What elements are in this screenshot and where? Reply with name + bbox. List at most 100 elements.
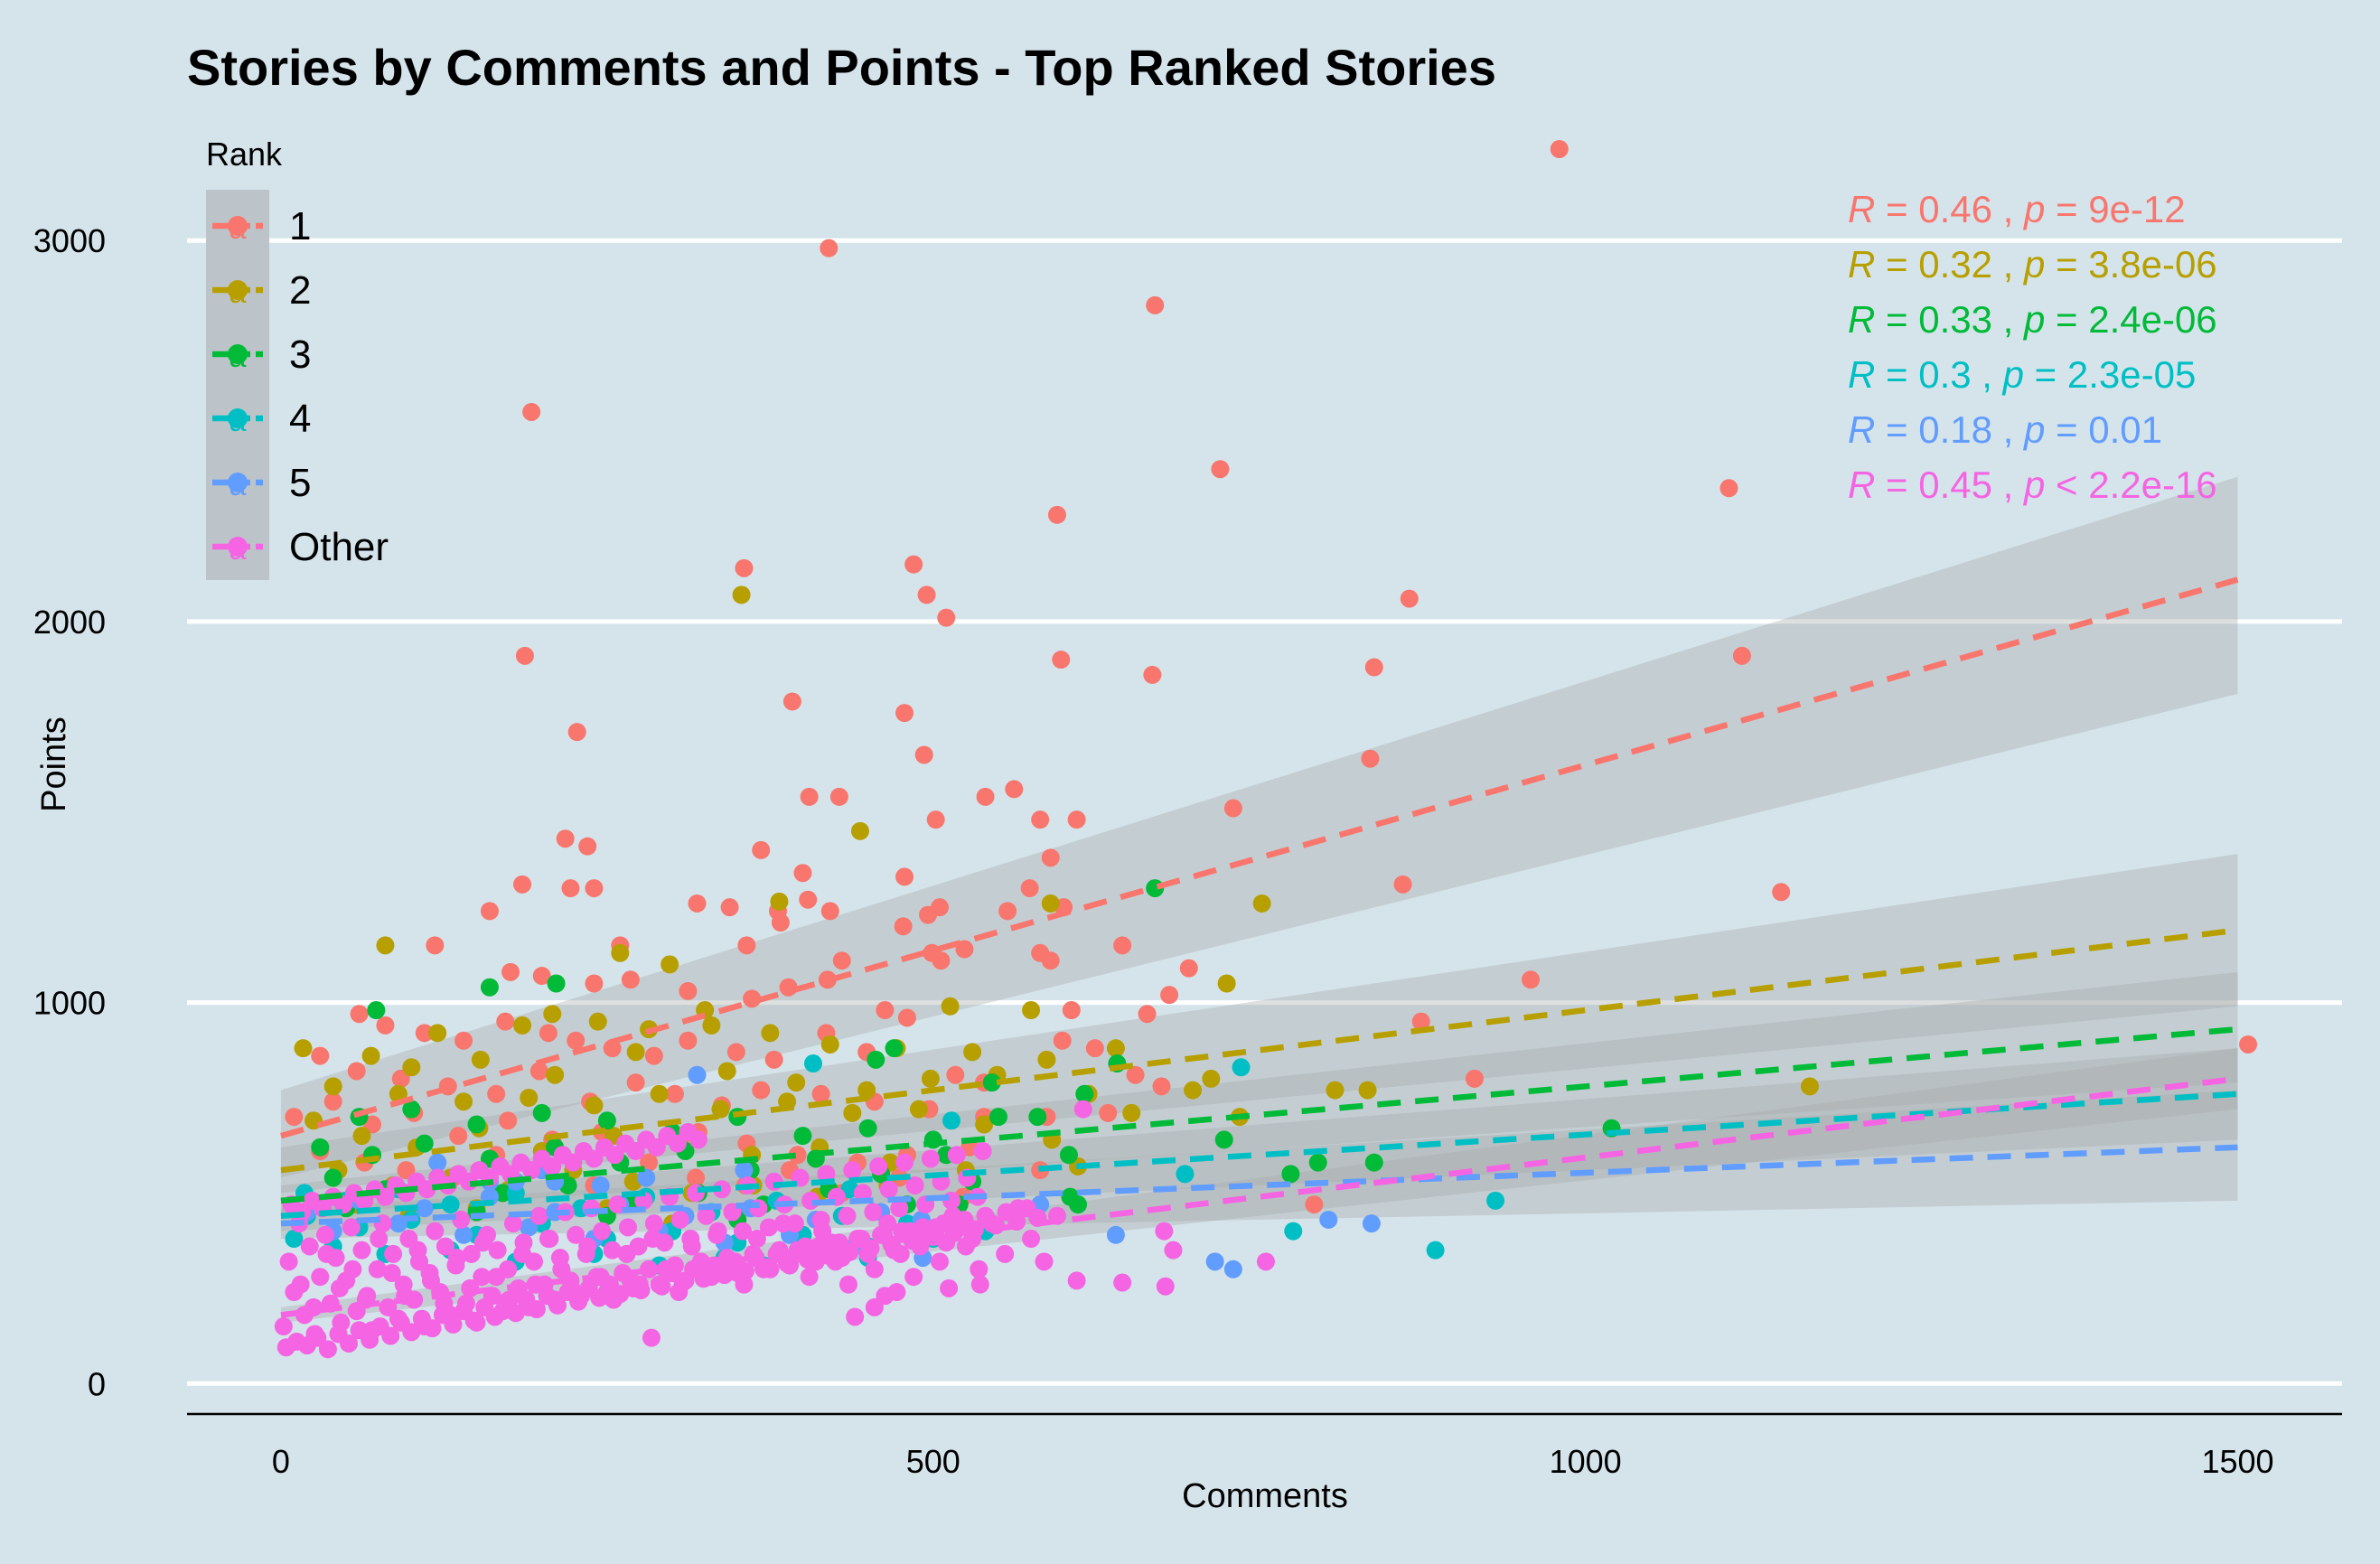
- data-point: [764, 1050, 783, 1069]
- data-point: [1719, 479, 1738, 498]
- data-point: [832, 951, 851, 970]
- data-point: [818, 970, 837, 989]
- data-point: [376, 936, 395, 955]
- data-point: [937, 608, 956, 627]
- data-point: [668, 1134, 687, 1153]
- data-point: [379, 1297, 398, 1316]
- data-point: [473, 1268, 492, 1287]
- data-point: [761, 1260, 780, 1278]
- y-tick-label: 1000: [33, 985, 106, 1022]
- data-point: [1202, 1069, 1221, 1088]
- data-point: [1052, 651, 1071, 670]
- data-point: [1393, 875, 1412, 894]
- data-point: [687, 1184, 706, 1203]
- data-point: [735, 1161, 754, 1180]
- data-point: [501, 962, 520, 981]
- data-point: [736, 1261, 754, 1280]
- data-point: [415, 1199, 434, 1218]
- data-point: [1053, 1031, 1072, 1050]
- data-point: [546, 1065, 565, 1084]
- legend-key-point: [228, 344, 248, 364]
- data-point: [1400, 589, 1419, 608]
- data-point: [782, 692, 801, 711]
- data-point: [454, 1092, 473, 1111]
- data-point: [904, 1268, 923, 1287]
- data-point: [279, 1252, 298, 1271]
- data-point: [347, 1062, 366, 1081]
- data-point: [914, 745, 933, 764]
- data-point: [402, 1100, 421, 1119]
- data-point: [858, 1119, 877, 1138]
- data-point: [1138, 1005, 1157, 1024]
- data-point: [1035, 1252, 1054, 1271]
- data-point: [423, 1319, 442, 1338]
- data-point: [989, 1108, 1007, 1127]
- data-point: [1106, 1225, 1125, 1244]
- data-point: [688, 894, 707, 913]
- data-point: [921, 1149, 940, 1168]
- data-point: [813, 1222, 832, 1241]
- data-point: [1465, 1069, 1484, 1088]
- data-point: [294, 1039, 313, 1058]
- data-point: [846, 1307, 865, 1326]
- data-point: [485, 1307, 504, 1326]
- data-point: [520, 1089, 539, 1107]
- data-point: [1223, 1260, 1242, 1278]
- data-point: [1176, 1165, 1195, 1184]
- data-point: [376, 1187, 395, 1206]
- legend-label: Other: [289, 525, 389, 569]
- data-point: [361, 1330, 379, 1349]
- data-point: [370, 1230, 389, 1249]
- data-point: [876, 1001, 895, 1020]
- data-point: [867, 1050, 885, 1069]
- data-point: [591, 1175, 610, 1194]
- data-point: [1305, 1195, 1324, 1214]
- data-point: [811, 1084, 830, 1103]
- data-point: [605, 1146, 624, 1165]
- data-point: [843, 1161, 862, 1180]
- data-point: [449, 1127, 468, 1146]
- data-point: [720, 898, 739, 917]
- data-point: [415, 1024, 434, 1043]
- legend-key-point: [228, 408, 248, 428]
- data-point: [909, 1100, 928, 1119]
- data-point: [643, 1230, 662, 1249]
- data-point: [467, 1115, 486, 1134]
- data-point: [487, 1268, 506, 1287]
- data-point: [715, 1266, 734, 1285]
- data-point: [803, 1054, 822, 1073]
- data-point: [513, 1016, 532, 1035]
- data-point: [603, 1039, 622, 1058]
- data-point: [940, 1278, 959, 1297]
- data-point: [488, 1241, 507, 1260]
- data-point: [1113, 936, 1132, 955]
- data-point: [1358, 1081, 1377, 1100]
- data-point: [487, 1084, 506, 1103]
- series-1-points: [285, 140, 2258, 1214]
- data-point: [421, 1271, 440, 1290]
- legend-label: 2: [289, 268, 311, 313]
- trend-lines: [280, 576, 2239, 1318]
- data-point: [428, 1024, 447, 1043]
- stat-annotation-4: R = 0.3 , p = 2.3e-05: [1848, 353, 2196, 396]
- data-point: [539, 1230, 558, 1249]
- data-point: [578, 1237, 597, 1256]
- data-point: [1214, 1130, 1233, 1149]
- data-point: [402, 1058, 421, 1077]
- data-point: [1152, 1077, 1171, 1096]
- data-point: [644, 1046, 663, 1065]
- data-point: [543, 1157, 562, 1175]
- data-point: [426, 1222, 445, 1241]
- stat-annotation-3: R = 0.33 , p = 2.4e-06: [1848, 298, 2217, 341]
- data-point: [343, 1260, 362, 1278]
- data-point: [499, 1111, 518, 1130]
- data-point: [843, 1103, 862, 1122]
- legend-key-point: [228, 280, 248, 300]
- data-point: [1179, 959, 1198, 978]
- data-point: [970, 1260, 989, 1278]
- legend-label: 4: [289, 397, 311, 441]
- data-point: [1217, 974, 1236, 993]
- data-point: [1041, 894, 1060, 913]
- data-point: [513, 875, 532, 894]
